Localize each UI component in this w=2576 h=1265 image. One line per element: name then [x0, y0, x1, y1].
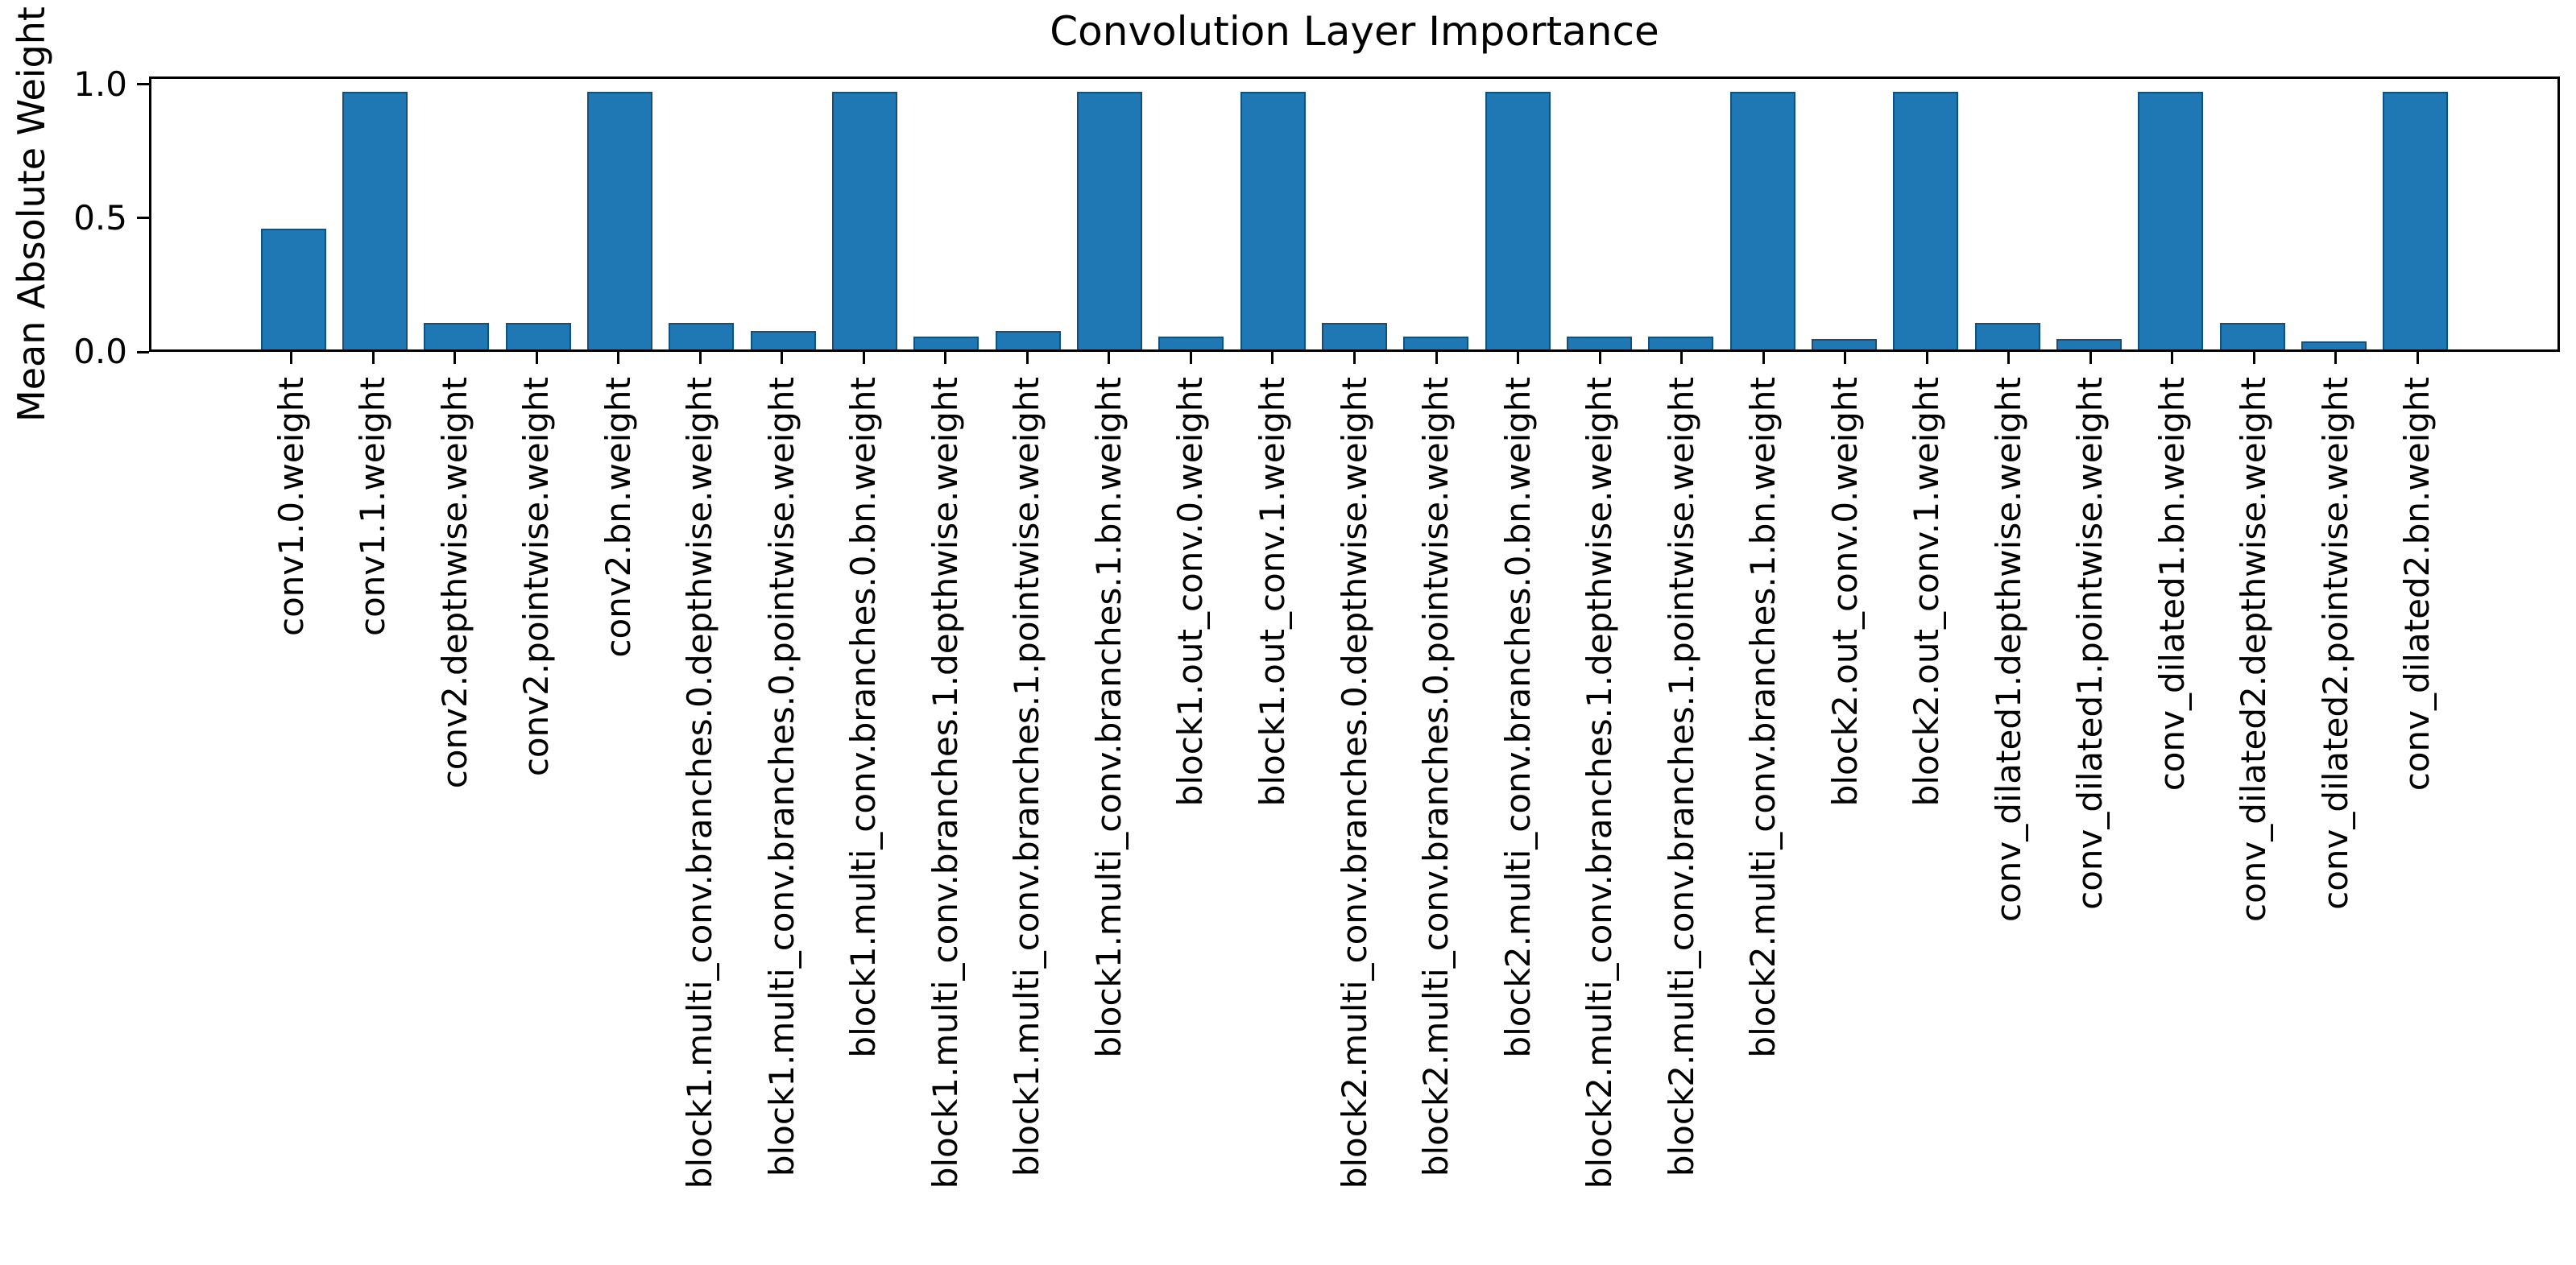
bar-block1.multi_conv.branches.1.pointwise.weight	[995, 331, 1061, 349]
x-tick-label: block1.multi_conv.branches.0.bn.weight	[843, 377, 884, 1058]
y-tick-mark	[137, 350, 149, 353]
y-tick-mark	[137, 217, 149, 220]
x-tick-mark	[453, 352, 457, 364]
bar-block2.multi_conv.branches.0.pointwise.weight	[1403, 336, 1469, 349]
x-tick-mark	[862, 352, 865, 364]
x-tick-mark	[1271, 352, 1274, 364]
x-tick-label: conv_dilated2.depthwise.weight	[2234, 377, 2274, 922]
x-tick-label: block1.multi_conv.branches.1.bn.weight	[1088, 377, 1129, 1058]
x-tick-label: block2.multi_conv.branches.1.bn.weight	[1742, 377, 1783, 1058]
y-tick-label: 0.0	[73, 332, 127, 371]
bar-conv1.1.weight	[342, 92, 408, 349]
bar-block1.multi_conv.branches.0.pointwise.weight	[750, 331, 816, 349]
x-tick-label: block2.out_conv.1.weight	[1907, 377, 1947, 807]
x-tick-mark	[290, 352, 293, 364]
x-tick-mark	[1108, 352, 1111, 364]
x-tick-mark	[2089, 352, 2092, 364]
x-tick-mark	[1762, 352, 1765, 364]
bar-block2.out_conv.1.weight	[1893, 92, 1959, 349]
bar-conv_dilated2.depthwise.weight	[2219, 323, 2285, 349]
bar-block2.multi_conv.branches.0.bn.weight	[1485, 92, 1551, 349]
x-tick-mark	[371, 352, 375, 364]
bar-block1.multi_conv.branches.0.depthwise.weight	[669, 323, 735, 349]
y-tick-label: 1.0	[73, 64, 127, 104]
x-tick-mark	[2334, 352, 2338, 364]
x-tick-mark	[1189, 352, 1192, 364]
x-tick-mark	[2416, 352, 2419, 364]
x-tick-label: conv_dilated1.depthwise.weight	[1988, 377, 2028, 922]
x-tick-mark	[1435, 352, 1438, 364]
bar-block1.out_conv.0.weight	[1158, 336, 1224, 349]
x-tick-label: block2.multi_conv.branches.1.pointwise.w…	[1661, 377, 1701, 1177]
x-tick-label: block2.out_conv.0.weight	[1824, 377, 1865, 807]
bar-conv1.0.weight	[260, 228, 326, 349]
x-tick-label: block1.multi_conv.branches.1.pointwise.w…	[1007, 377, 1047, 1177]
x-tick-mark	[2007, 352, 2011, 364]
bar-block2.multi_conv.branches.1.depthwise.weight	[1566, 336, 1632, 349]
bar-block1.multi_conv.branches.1.depthwise.weight	[913, 336, 979, 349]
x-tick-mark	[1680, 352, 1684, 364]
bar-conv_dilated2.bn.weight	[2383, 92, 2449, 349]
x-tick-mark	[1925, 352, 1928, 364]
x-tick-label: conv_dilated2.bn.weight	[2397, 377, 2437, 792]
x-tick-label: block2.multi_conv.branches.0.bn.weight	[1497, 377, 1538, 1058]
bar-block1.out_conv.1.weight	[1240, 92, 1306, 349]
bar-block2.multi_conv.branches.1.bn.weight	[1729, 92, 1795, 349]
bar-conv_dilated1.depthwise.weight	[1974, 323, 2040, 349]
x-tick-label: block2.multi_conv.branches.0.depthwise.w…	[1334, 377, 1374, 1189]
x-tick-label: conv_dilated1.bn.weight	[2151, 377, 2192, 792]
x-tick-mark	[1844, 352, 1847, 364]
x-tick-label: conv2.pointwise.weight	[516, 377, 557, 777]
x-tick-mark	[535, 352, 538, 364]
x-tick-label: conv_dilated1.pointwise.weight	[2070, 377, 2110, 910]
bar-block1.multi_conv.branches.1.bn.weight	[1077, 92, 1143, 349]
x-tick-label: block1.multi_conv.branches.0.pointwise.w…	[761, 377, 801, 1177]
bar-conv_dilated1.bn.weight	[2138, 92, 2204, 349]
x-tick-mark	[1598, 352, 1601, 364]
x-tick-mark	[2171, 352, 2174, 364]
x-tick-label: conv2.depthwise.weight	[434, 377, 474, 789]
bar-block1.multi_conv.branches.0.bn.weight	[832, 92, 898, 349]
x-tick-mark	[2252, 352, 2255, 364]
bar-conv_dilated1.pointwise.weight	[2056, 338, 2122, 349]
bar-conv_dilated2.pointwise.weight	[2301, 341, 2367, 349]
bar-block2.out_conv.0.weight	[1811, 338, 1877, 349]
x-tick-label: block1.multi_conv.branches.0.depthwise.w…	[680, 377, 720, 1189]
bar-block2.multi_conv.branches.0.depthwise.weight	[1321, 323, 1388, 349]
x-tick-label: conv1.0.weight	[271, 377, 311, 637]
x-tick-label: conv2.bn.weight	[598, 377, 638, 658]
x-tick-mark	[1353, 352, 1356, 364]
bar-conv2.depthwise.weight	[424, 323, 490, 349]
bar-conv2.bn.weight	[587, 92, 653, 349]
x-tick-mark	[1025, 352, 1029, 364]
y-tick-mark	[137, 83, 149, 86]
y-tick-label: 0.5	[73, 197, 127, 238]
plot-area	[149, 76, 2560, 352]
x-tick-label: block1.out_conv.1.weight	[1252, 377, 1292, 807]
x-tick-label: block1.out_conv.0.weight	[1170, 377, 1211, 807]
x-tick-label: block2.multi_conv.branches.1.depthwise.w…	[1579, 377, 1619, 1189]
chart-title: Convolution Layer Importance	[1050, 8, 1659, 55]
bar-conv2.pointwise.weight	[505, 323, 571, 349]
x-tick-mark	[617, 352, 620, 364]
x-tick-mark	[698, 352, 702, 364]
x-tick-label: conv1.1.weight	[353, 377, 393, 637]
x-tick-mark	[944, 352, 947, 364]
x-tick-label: conv_dilated2.pointwise.weight	[2315, 377, 2355, 910]
x-tick-mark	[781, 352, 784, 364]
x-tick-mark	[1517, 352, 1520, 364]
bar-block2.multi_conv.branches.1.pointwise.weight	[1648, 336, 1714, 349]
x-tick-label: block1.multi_conv.branches.1.depthwise.w…	[925, 377, 965, 1189]
x-tick-label: block2.multi_conv.branches.0.pointwise.w…	[1415, 377, 1456, 1177]
